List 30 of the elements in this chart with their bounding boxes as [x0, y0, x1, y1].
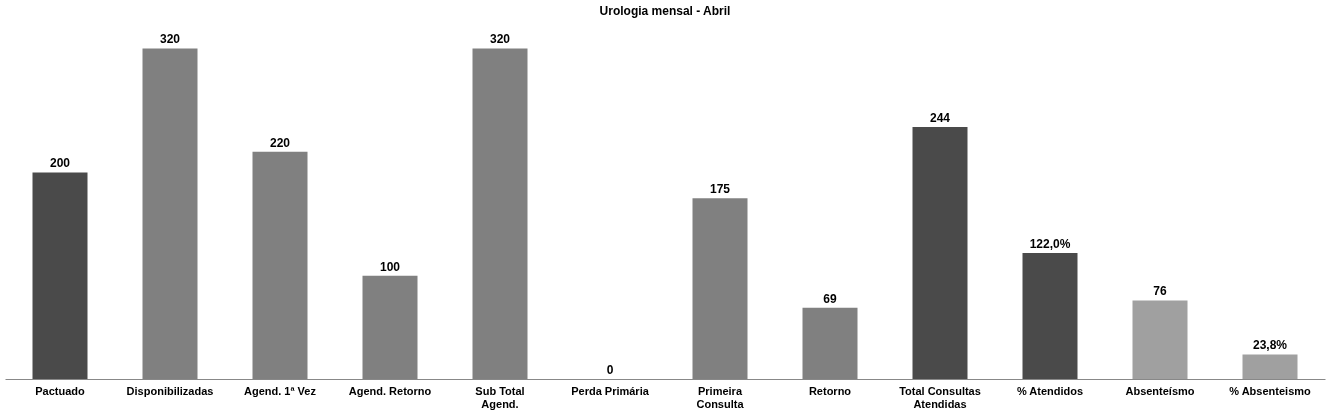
x-tick-label: Pactuado — [35, 384, 86, 397]
bar — [1242, 354, 1298, 379]
x-tick-label: % Absenteismo — [1229, 384, 1312, 397]
chart-title: Urologia mensal - Abril — [599, 4, 731, 18]
bar — [32, 172, 88, 379]
data-label: 175 — [709, 182, 731, 197]
data-label: 244 — [929, 110, 951, 125]
data-label: 320 — [159, 32, 181, 47]
x-tick-label: Retorno — [808, 384, 852, 397]
data-label: 23,8% — [1252, 338, 1288, 353]
bar — [1022, 252, 1078, 379]
data-label: 122,0% — [1029, 236, 1071, 251]
data-label: 69 — [823, 291, 837, 306]
bar — [912, 126, 968, 379]
x-tick-label: Disponibilizadas — [126, 384, 214, 397]
data-label: 76 — [1153, 284, 1167, 299]
x-tick-label: Absenteísmo — [1125, 384, 1195, 397]
x-tick-label: Perda Primária — [571, 384, 650, 397]
data-label: 100 — [379, 259, 401, 274]
x-tick-label: % Atendidos — [1016, 384, 1084, 397]
x-tick-label: Sub Total Agend. — [475, 384, 525, 410]
data-label: 320 — [489, 32, 511, 47]
data-label: 200 — [49, 156, 71, 171]
x-tick-label: Total Consultas Atendidas — [899, 384, 981, 410]
x-tick-label: Primeira Consulta — [696, 384, 745, 410]
x-tick-label: Agend. 1ª Vez — [244, 384, 317, 397]
bar — [1132, 300, 1188, 379]
data-label: 220 — [269, 135, 291, 150]
x-tick-label: Agend. Retorno — [348, 384, 432, 397]
data-label: 0 — [606, 363, 614, 377]
